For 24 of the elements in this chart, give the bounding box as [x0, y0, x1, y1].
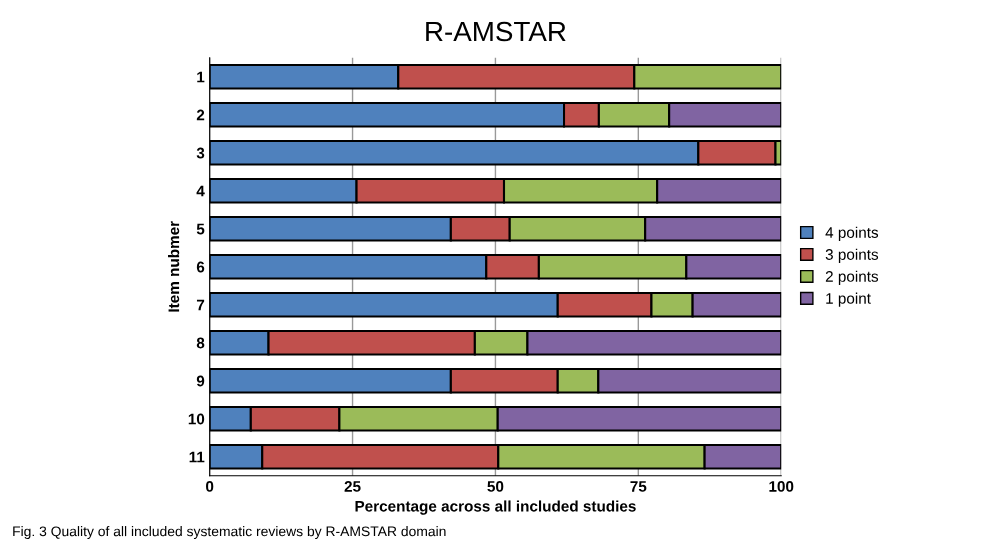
y-tick-label: 8	[196, 337, 205, 349]
legend-label: 2 points	[825, 270, 879, 285]
y-tick-label: 4	[196, 185, 205, 197]
y-tick-label: 11	[189, 451, 205, 463]
x-tick-label: 50	[487, 481, 504, 492]
y-tick-label: 5	[196, 223, 205, 235]
y-tick-label: 7	[196, 299, 205, 311]
legend-label: 1 point	[826, 292, 871, 307]
y-tick-label: 2	[196, 109, 205, 121]
caption: Fig. 3 Quality of all included systematic reviews by R-AMSTAR domain	[13, 526, 446, 539]
y-tick-label: 9	[196, 375, 205, 387]
x-tick-label: 75	[630, 481, 647, 492]
legend-label: 3 points	[825, 248, 879, 263]
x-tick-label: 25	[344, 481, 361, 492]
x-tick-label: 100	[769, 481, 794, 492]
legend-label: 4 points	[825, 226, 879, 241]
x-tick-label: 0	[206, 481, 214, 492]
chart-title: R-AMSTAR	[426, 21, 566, 42]
y-tick-label: 1	[197, 71, 205, 83]
x-axis-title: Percentage across all included studies	[355, 500, 636, 515]
y-tick-label: 6	[196, 261, 205, 273]
y-tick-label: 3	[196, 147, 205, 159]
y-axis-title: Item nubmer	[168, 221, 180, 312]
y-tick-label: 10	[188, 413, 205, 425]
